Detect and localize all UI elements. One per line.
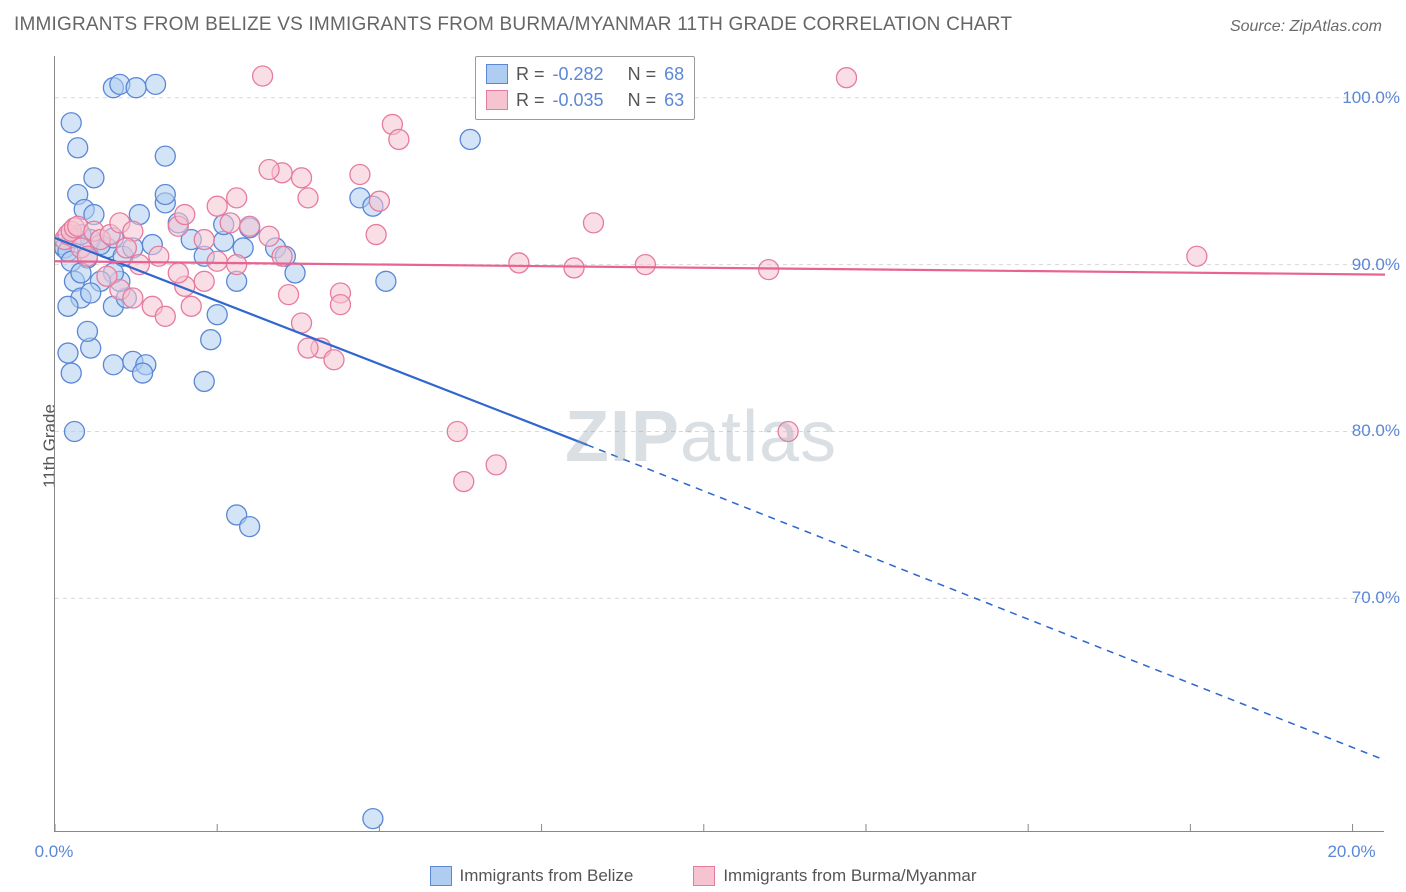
legend-item-burma: Immigrants from Burma/Myanmar bbox=[693, 866, 976, 886]
y-tick-label: 90.0% bbox=[1352, 255, 1400, 275]
y-tick-label: 80.0% bbox=[1352, 421, 1400, 441]
legend-label: Immigrants from Belize bbox=[460, 866, 634, 886]
legend-label: Immigrants from Burma/Myanmar bbox=[723, 866, 976, 886]
stats-legend: R = -0.282 N = 68 R = -0.035 N = 63 bbox=[475, 56, 695, 120]
legend-swatch-burma bbox=[486, 90, 508, 110]
legend-swatch-belize bbox=[430, 866, 452, 886]
legend-swatch-burma bbox=[693, 866, 715, 886]
stats-n-value: 63 bbox=[664, 90, 684, 111]
chart-svg bbox=[55, 56, 1385, 832]
stats-r-label: R = bbox=[516, 64, 545, 85]
stats-n-label: N = bbox=[628, 64, 657, 85]
stats-r-label: R = bbox=[516, 90, 545, 111]
stats-r-value: -0.035 bbox=[553, 90, 604, 111]
y-tick-label: 70.0% bbox=[1352, 588, 1400, 608]
legend-swatch-belize bbox=[486, 64, 508, 84]
x-tick-label: 20.0% bbox=[1327, 842, 1375, 862]
source-label: Source: ZipAtlas.com bbox=[1230, 18, 1382, 36]
stats-r-value: -0.282 bbox=[553, 64, 604, 85]
bottom-legend: Immigrants from Belize Immigrants from B… bbox=[0, 866, 1406, 886]
stats-n-value: 68 bbox=[664, 64, 684, 85]
stats-legend-row: R = -0.035 N = 63 bbox=[486, 87, 684, 113]
chart-title: IMMIGRANTS FROM BELIZE VS IMMIGRANTS FRO… bbox=[14, 14, 1012, 36]
y-tick-label: 100.0% bbox=[1342, 88, 1400, 108]
stats-n-label: N = bbox=[628, 90, 657, 111]
stats-legend-row: R = -0.282 N = 68 bbox=[486, 61, 684, 87]
legend-item-belize: Immigrants from Belize bbox=[430, 866, 634, 886]
x-tick-label: 0.0% bbox=[35, 842, 74, 862]
plot-area: R = -0.282 N = 68 R = -0.035 N = 63 ZIPa… bbox=[54, 56, 1384, 832]
chart-container: IMMIGRANTS FROM BELIZE VS IMMIGRANTS FRO… bbox=[0, 0, 1406, 892]
